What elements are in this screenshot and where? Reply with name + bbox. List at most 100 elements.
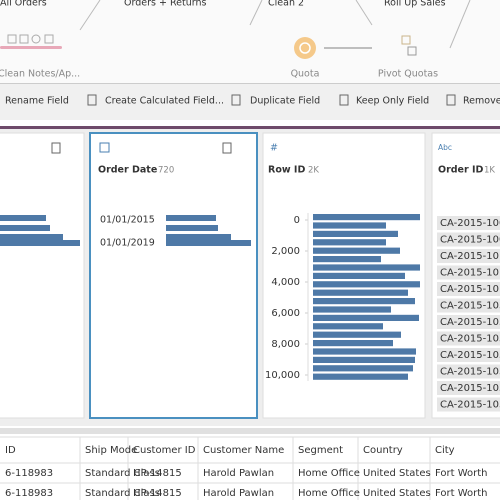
domain-value: CA-2015-101	[440, 251, 500, 262]
value-chip	[437, 216, 500, 230]
axis-label: 10,000	[265, 370, 300, 381]
value-chip	[437, 282, 500, 296]
domain-value: CA-2015-103	[440, 317, 500, 328]
selected-underline	[0, 46, 62, 49]
axis-label: 0	[294, 215, 300, 226]
profile-marks: 0 2,000 4,000 6,000 8,000 10,000 CA-2015-100 CA…	[0, 213, 500, 412]
card-icon[interactable]	[51, 142, 61, 154]
toolbar-icon	[339, 94, 349, 106]
grid-cell: Standard Class	[85, 468, 160, 479]
histogram-bar	[166, 215, 216, 221]
axis-label: 2,000	[271, 246, 300, 257]
grid-cell: HP-14815	[133, 468, 182, 479]
domain-value: CA-2015-100	[440, 218, 500, 229]
quota-node[interactable]	[294, 37, 316, 59]
pivot-node[interactable]	[401, 35, 417, 56]
value-chip	[437, 397, 500, 412]
column-header[interactable]: Segment	[298, 445, 343, 456]
histogram-bar	[166, 225, 218, 231]
axis-label: 4,000	[271, 277, 300, 288]
toolbar-button[interactable]: Rename Field	[5, 96, 69, 107]
step-label: Pivot Quotas	[378, 69, 438, 80]
flow-label: Roll Up Sales	[384, 0, 446, 9]
column-header[interactable]: Country	[363, 445, 403, 456]
histogram-bar	[313, 264, 420, 271]
grid-cell: 6-118983	[5, 488, 53, 499]
value-chip	[437, 265, 500, 280]
value-chip	[437, 232, 500, 247]
profile-card-selected[interactable]	[89, 132, 258, 419]
column-header[interactable]: Customer ID	[133, 445, 196, 456]
axis-label: 6,000	[271, 308, 300, 319]
flow-link	[449, 0, 471, 49]
value-chip	[437, 298, 500, 313]
grid-cell: HP-14815	[133, 488, 182, 499]
toolbar-button[interactable]: Keep Only Field	[356, 96, 429, 107]
value-chip	[437, 348, 500, 362]
field-name: Order ID	[438, 165, 484, 176]
column-header[interactable]: ID	[5, 445, 16, 456]
flow-label: Clean 2	[268, 0, 304, 9]
grid-cell: Home Office	[298, 488, 360, 499]
toolbar-button[interactable]: Duplicate Field	[250, 96, 320, 107]
toolbar-icon	[446, 94, 456, 106]
histogram-bar	[166, 240, 251, 246]
domain-value: CA-2015-100	[440, 235, 500, 246]
column-header[interactable]: City	[435, 445, 455, 456]
domain-value: CA-2015-103	[440, 383, 500, 394]
histogram-bar	[313, 356, 415, 363]
icon	[19, 34, 29, 44]
toolbar-button[interactable]: Create Calculated Field...	[105, 96, 224, 107]
histogram-bar	[0, 225, 50, 231]
toolbar-icon	[87, 94, 97, 106]
quota-icon	[299, 42, 311, 54]
field-count: 1K	[484, 166, 495, 176]
domain-value: CA-2015-103	[440, 350, 500, 361]
histogram-bar	[313, 306, 391, 313]
grid-cell: Home Office	[298, 468, 360, 479]
histogram-bar	[313, 230, 398, 237]
histogram-bar	[313, 272, 405, 279]
grid-cell: Harold Pawlan	[203, 468, 274, 479]
icon	[7, 34, 17, 44]
field-name: Order Date	[98, 165, 157, 176]
domain-value: CA-2015-103	[440, 367, 500, 378]
type-icon: #	[270, 143, 278, 154]
histogram-bar	[313, 298, 415, 305]
profile-card[interactable]	[0, 132, 85, 419]
grid-cell: Fort Worth	[435, 488, 488, 499]
date-label: 01/01/2015	[100, 215, 155, 226]
histogram-bar	[313, 323, 383, 330]
type-icon: Abc	[438, 143, 452, 152]
toolbar-icon	[231, 94, 241, 106]
column-header[interactable]: Customer Name	[203, 445, 284, 456]
histogram-bar	[0, 215, 46, 221]
domain-value: CA-2015-101	[440, 284, 500, 295]
icon	[44, 34, 54, 44]
histogram-bar	[313, 239, 386, 246]
histogram-bar	[313, 331, 401, 338]
grid-cell: Fort Worth	[435, 468, 488, 479]
column-header[interactable]: Ship Mode	[85, 445, 137, 456]
value-chip	[437, 364, 500, 379]
splitter[interactable]	[0, 428, 500, 434]
grid-cell: 6-118983	[5, 468, 53, 479]
icon	[401, 35, 411, 45]
date-label: 01/01/2019	[100, 238, 155, 249]
value-chip	[437, 331, 500, 346]
field-name: Row ID	[268, 165, 305, 176]
grid-cell: United States	[363, 488, 431, 499]
domain-value: CA-2015-101	[440, 268, 500, 279]
histogram-bar	[313, 256, 381, 263]
toolbar-button[interactable]: Remove F	[463, 96, 500, 107]
histogram-bar	[313, 314, 419, 321]
card-icon[interactable]	[222, 142, 232, 154]
accent-bar	[0, 126, 500, 129]
flow-label: All Orders	[0, 0, 47, 9]
clean-step-icons[interactable]	[0, 34, 62, 49]
histogram-bar	[313, 348, 416, 355]
histogram-bar	[0, 234, 63, 240]
flow-link	[249, 0, 263, 26]
histogram-bar	[313, 373, 408, 380]
